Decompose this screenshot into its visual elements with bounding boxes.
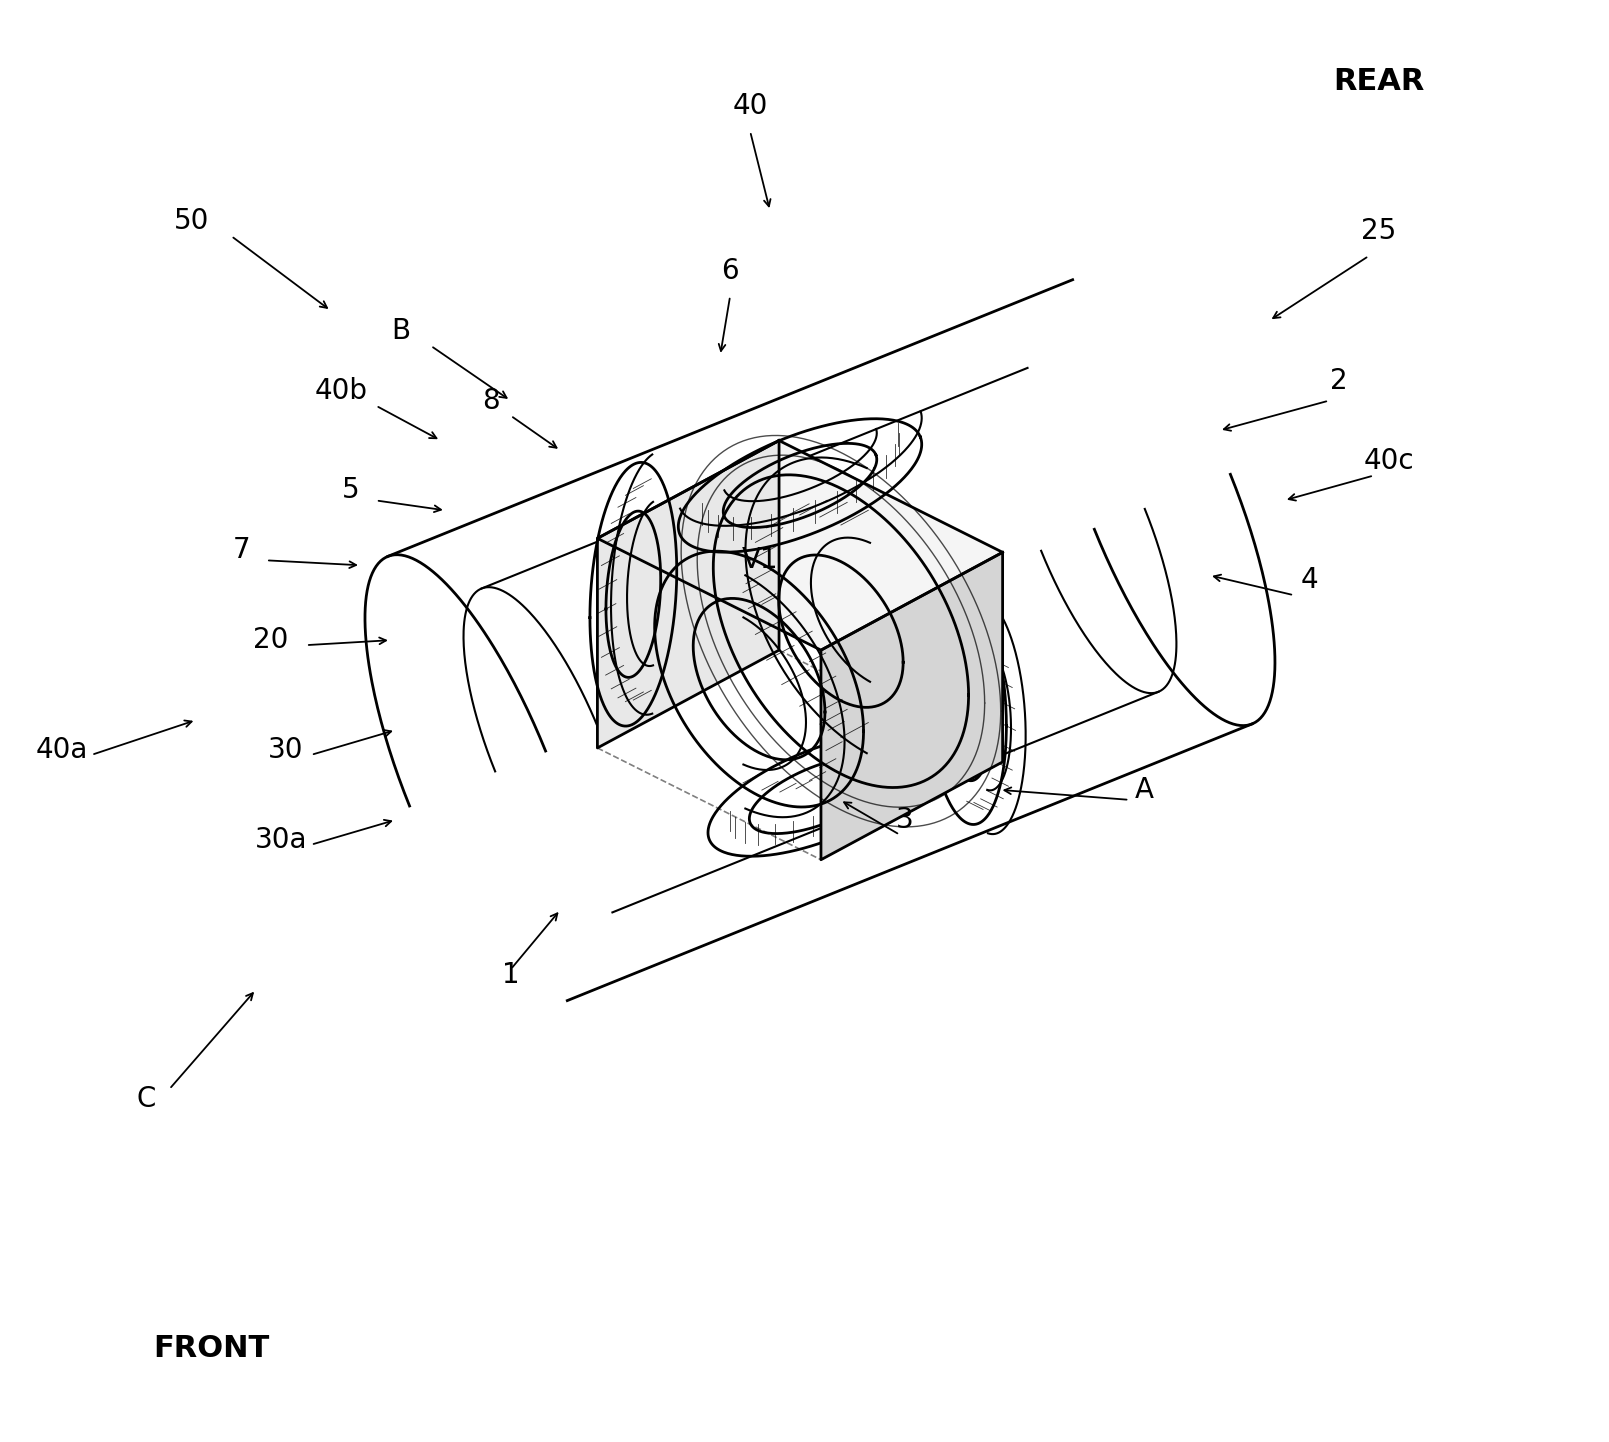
Polygon shape [597,441,779,748]
Text: 20: 20 [253,626,288,655]
Text: 30: 30 [269,735,304,764]
Text: 7: 7 [232,536,249,564]
Text: FRONT: FRONT [153,1334,269,1363]
Text: 6: 6 [721,257,739,286]
Text: 25: 25 [1361,216,1397,245]
Text: 4: 4 [1300,567,1318,594]
Text: A: A [1134,776,1154,803]
Text: V1: V1 [742,547,779,574]
Text: 50: 50 [174,208,209,235]
Polygon shape [821,552,1002,859]
Text: 40a: 40a [35,735,87,764]
Text: C: C [137,1086,156,1113]
Text: B: B [391,317,410,345]
Text: 2: 2 [1331,366,1348,395]
Text: 40: 40 [732,92,767,120]
Text: 40c: 40c [1363,447,1414,474]
Text: 5: 5 [343,476,360,505]
Text: 30a: 30a [254,826,307,854]
Text: 40b: 40b [314,376,367,405]
Text: REAR: REAR [1334,66,1424,95]
Polygon shape [597,441,1002,650]
Text: 3: 3 [896,806,914,833]
Text: 1: 1 [502,960,520,989]
Text: 8: 8 [481,386,499,415]
